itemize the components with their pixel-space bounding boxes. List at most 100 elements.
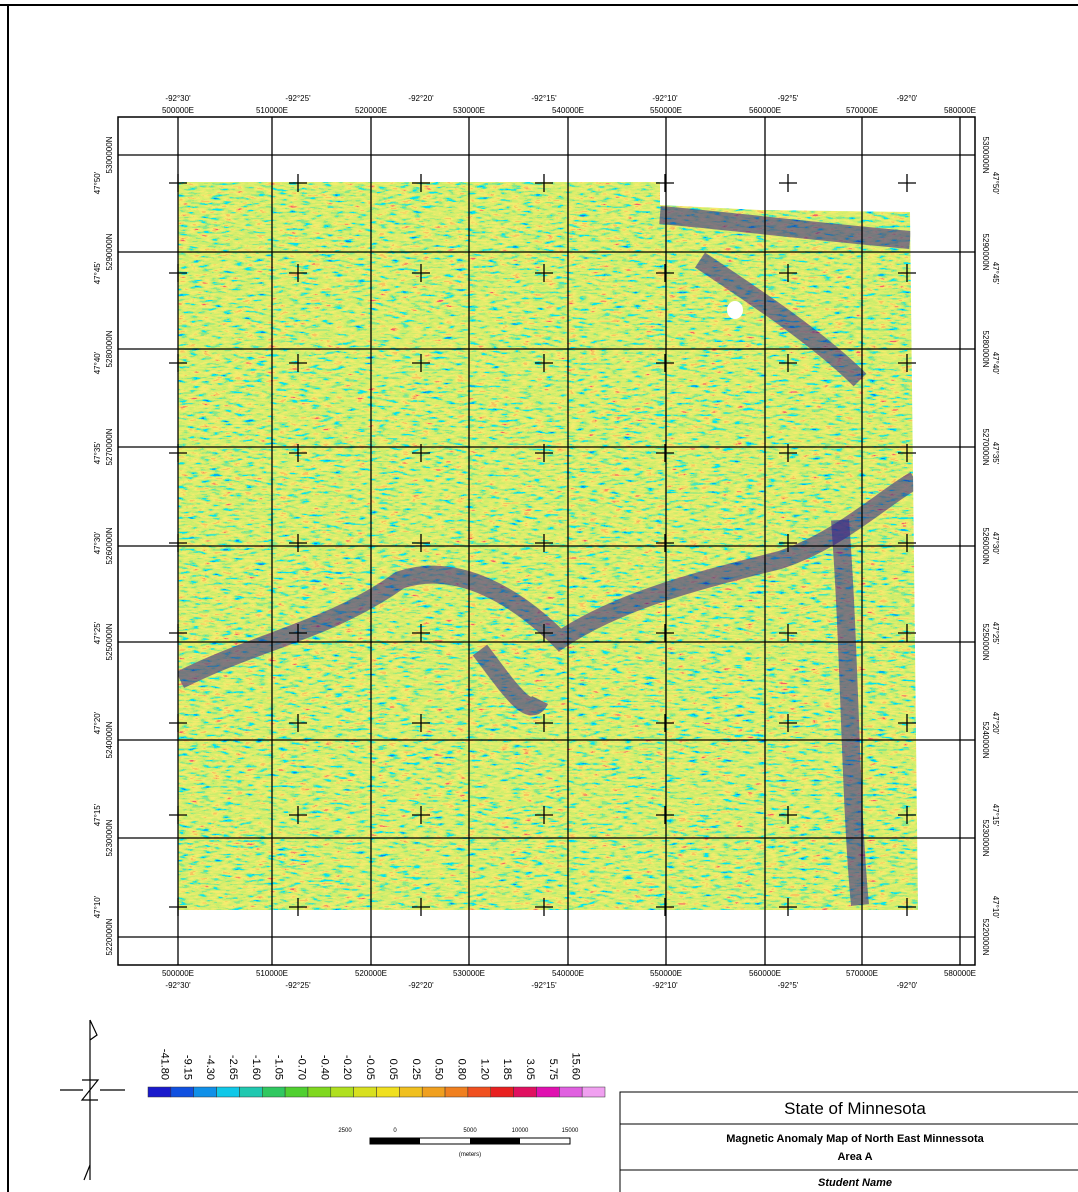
legend-label: 15.60 — [570, 1052, 582, 1080]
legend-label: 0.05 — [387, 1059, 399, 1080]
northing-label-right: 5300000N — [981, 137, 990, 174]
easting-label-bottom: 570000E — [846, 969, 878, 978]
legend-swatch — [422, 1087, 445, 1097]
lat-label-right: 47°25' — [991, 622, 1000, 645]
lat-label-left: 47°50' — [93, 171, 102, 194]
lon-label-top: -92°15' — [531, 94, 557, 103]
northing-label-right: 5290000N — [981, 234, 990, 271]
lat-label-left: 47°45' — [93, 261, 102, 284]
northing-label-right: 5240000N — [981, 722, 990, 759]
title-area: Area A — [837, 1151, 872, 1163]
legend-label: -1.05 — [273, 1055, 285, 1080]
legend-swatch — [514, 1087, 537, 1097]
scale-label: 2500 — [338, 1128, 352, 1134]
easting-label-top: 500000E — [162, 106, 194, 115]
northing-label-left: 5300000N — [105, 136, 114, 173]
lat-label-right: 47°40' — [991, 352, 1000, 375]
lon-label-top: -92°25' — [285, 94, 311, 103]
legend-label: 0.50 — [433, 1059, 445, 1080]
easting-label-bottom: 550000E — [650, 969, 682, 978]
lat-label-left: 47°30' — [93, 531, 102, 554]
legend-label: 0.80 — [455, 1059, 467, 1080]
legend-label: -41.80 — [158, 1049, 170, 1080]
easting-label-bottom: 510000E — [256, 969, 288, 978]
legend-swatch — [354, 1087, 377, 1097]
northing-label-right: 5260000N — [981, 528, 990, 565]
lat-label-left: 47°25' — [93, 621, 102, 644]
legend-swatch — [148, 1087, 171, 1097]
lon-label-top: -92°20' — [408, 94, 434, 103]
legend-swatch — [536, 1087, 559, 1097]
northing-label-left: 5260000N — [105, 527, 114, 564]
lat-label-left: 47°15' — [93, 803, 102, 826]
lat-label-right: 47°20' — [991, 712, 1000, 735]
legend-label: 5.75 — [547, 1059, 559, 1080]
map-page: -92°30' -92°30' -92°25' -92°25' -92°20' -92°2… — [0, 0, 1078, 1192]
scale-bar — [370, 1138, 570, 1144]
title-author: Student Name — [818, 1177, 892, 1189]
lon-label-top: -92°0' — [897, 94, 918, 103]
northing-label-right: 5250000N — [981, 624, 990, 661]
northing-label-right: 5270000N — [981, 429, 990, 466]
north-arrow — [60, 1020, 125, 1180]
lat-label-left: 47°20' — [93, 711, 102, 734]
legend-swatch — [559, 1087, 582, 1097]
easting-label-top: 560000E — [749, 106, 781, 115]
northing-label-left: 5270000N — [105, 428, 114, 465]
legend-label: -0.20 — [341, 1055, 353, 1080]
easting-label-bottom: 520000E — [355, 969, 387, 978]
legend-swatch — [468, 1087, 491, 1097]
easting-label-top: 540000E — [552, 106, 584, 115]
scale-label: 15000 — [562, 1128, 579, 1134]
scale-label: 0 — [393, 1128, 397, 1134]
lat-label-right: 47°30' — [991, 532, 1000, 555]
easting-label-top: 570000E — [846, 106, 878, 115]
legend-label: -4.30 — [204, 1055, 216, 1080]
lon-label-bottom: -92°5' — [778, 981, 799, 990]
easting-label-top: 530000E — [453, 106, 485, 115]
graticule-cross — [779, 174, 797, 192]
legend-swatch — [491, 1087, 514, 1097]
legend-swatch — [331, 1087, 354, 1097]
legend-swatch — [308, 1087, 331, 1097]
lon-label-top: -92°10' — [652, 94, 678, 103]
legend-swatch — [217, 1087, 240, 1097]
northing-label-right: 5230000N — [981, 820, 990, 857]
legend-label: 0.25 — [410, 1059, 422, 1080]
legend-swatch — [399, 1087, 422, 1097]
lat-label-right: 47°35' — [991, 442, 1000, 465]
legend-label: -1.60 — [250, 1055, 262, 1080]
northing-label-left: 5250000N — [105, 623, 114, 660]
legend-swatch — [377, 1087, 400, 1097]
legend-label: -0.40 — [318, 1055, 330, 1080]
graticule-cross — [898, 174, 916, 192]
lon-label-bottom: -92°0' — [897, 981, 918, 990]
legend-label: -2.65 — [227, 1055, 239, 1080]
easting-label-bottom: 560000E — [749, 969, 781, 978]
lat-label-right: 47°10' — [991, 896, 1000, 919]
easting-label-bottom: 530000E — [453, 969, 485, 978]
lon-label-bottom: -92°25' — [285, 981, 311, 990]
easting-label-bottom: 500000E — [162, 969, 194, 978]
northing-label-left: 5230000N — [105, 819, 114, 856]
title-main: Magnetic Anomaly Map of North East Minne… — [726, 1133, 984, 1145]
northing-label-left: 5280000N — [105, 330, 114, 367]
easting-label-top: 550000E — [650, 106, 682, 115]
legend-swatch — [285, 1087, 308, 1097]
lon-label-bottom: -92°20' — [408, 981, 434, 990]
easting-label-bottom: 580000E — [944, 969, 976, 978]
easting-label-top: 510000E — [256, 106, 288, 115]
title-state: State of Minnesota — [784, 1099, 926, 1118]
legend-label: 1.20 — [478, 1059, 490, 1080]
legend-label: 3.05 — [524, 1059, 536, 1080]
lon-label-top: -92°30' — [165, 94, 191, 103]
lon-label-bottom: -92°30' — [165, 981, 191, 990]
legend-swatch — [582, 1087, 605, 1097]
legend-swatch — [239, 1087, 262, 1097]
lat-label-right: 47°50' — [991, 172, 1000, 195]
lon-label-bottom: -92°10' — [652, 981, 678, 990]
legend-swatch — [171, 1087, 194, 1097]
scale-label: 5000 — [463, 1128, 477, 1134]
legend-label: -9.15 — [181, 1055, 193, 1080]
legend-swatch — [445, 1087, 468, 1097]
